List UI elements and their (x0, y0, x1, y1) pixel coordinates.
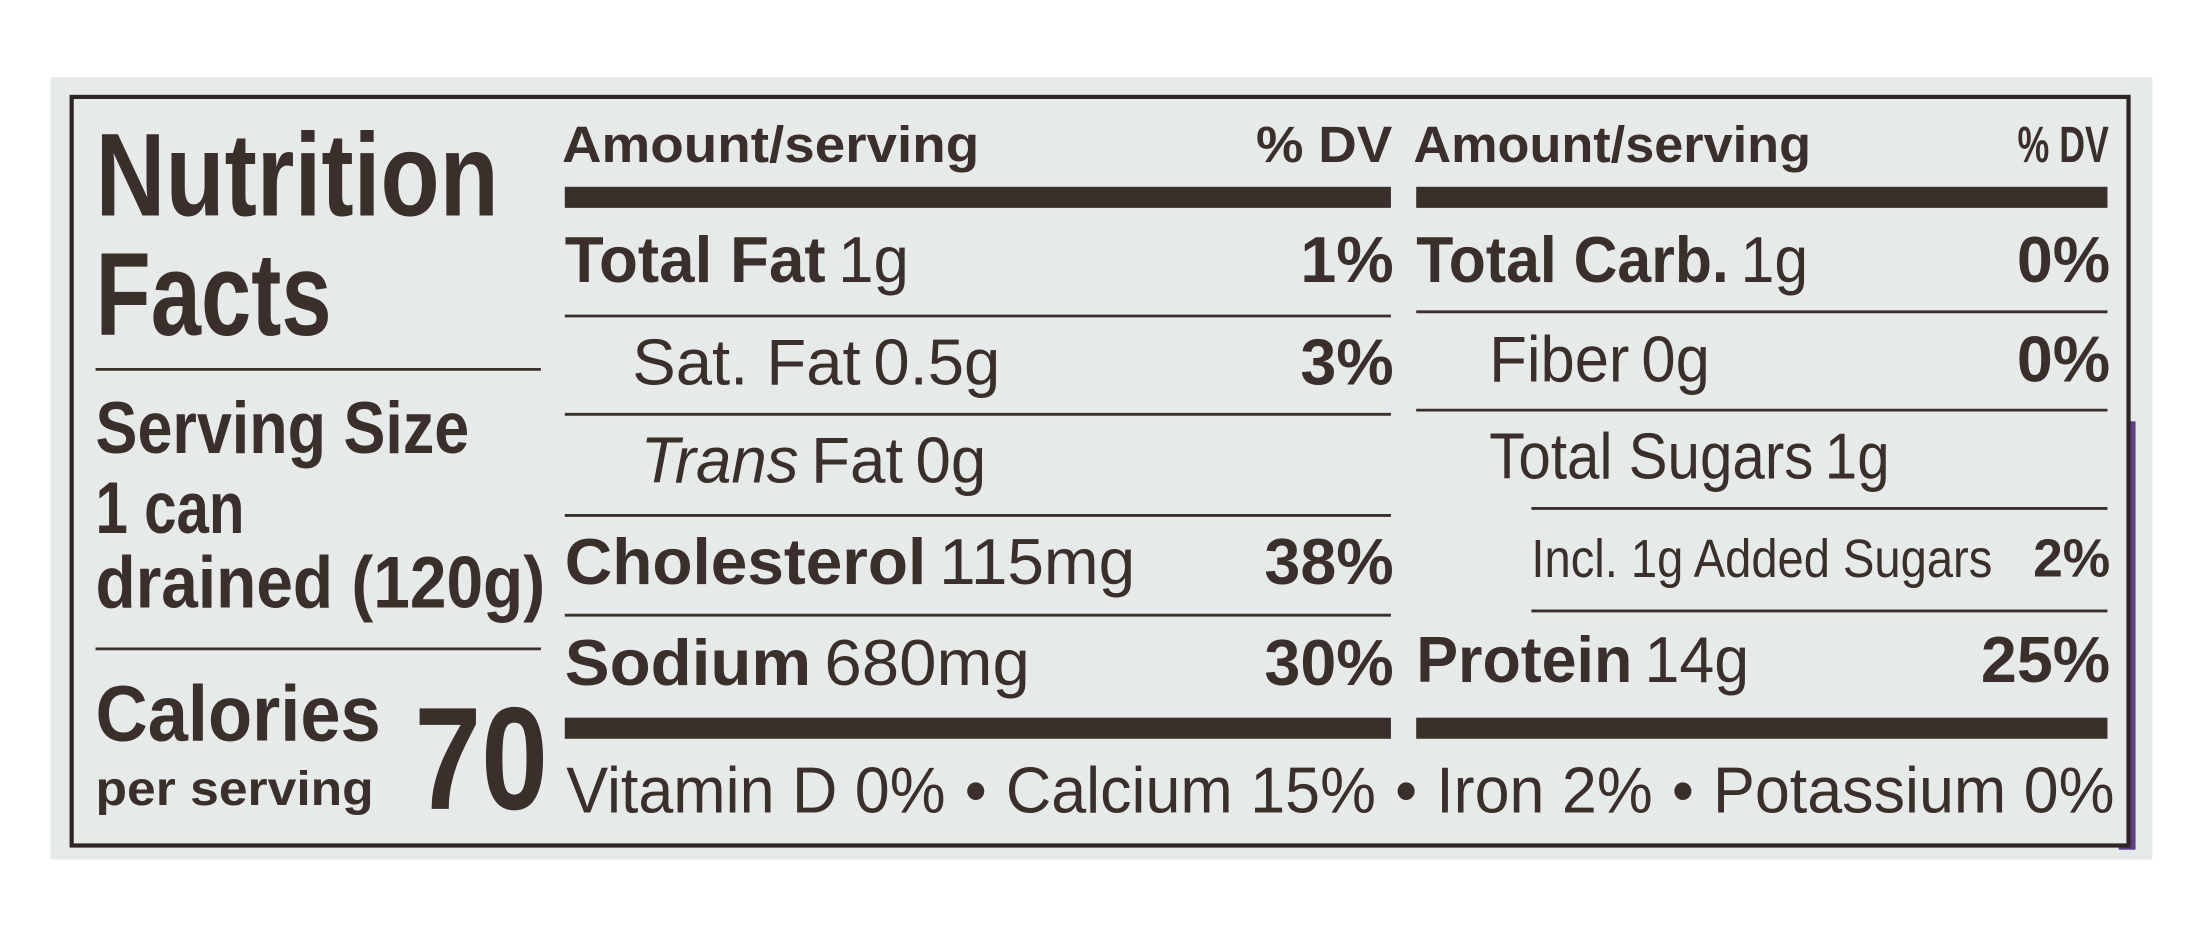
calories-sublabel: per serving (96, 763, 374, 816)
nutrient: Sodium 680mg (565, 627, 1030, 699)
thick-bar (564, 186, 1391, 208)
calories-value: 70 (414, 677, 547, 840)
nutrient: Incl. 1g Added Sugars (1531, 529, 1992, 588)
separator: • (1395, 755, 1417, 827)
vitamin: Iron 2% (1436, 755, 1653, 827)
daily-value: 30% (1264, 627, 1393, 699)
nutrient: Trans Fat 0g (641, 425, 987, 497)
daily-value: 2% (2033, 529, 2110, 588)
amount: 14g (1645, 624, 1750, 696)
dv-header: % DV (1256, 116, 1393, 173)
serving-size: 1 can (96, 468, 245, 549)
name: Sodium (565, 627, 811, 699)
name: Sat. Fat (632, 326, 860, 398)
thick-bar (1416, 186, 2108, 208)
daily-value: 0% (2017, 224, 2110, 296)
daily-value: 3% (1300, 326, 1393, 398)
daily-value: 38% (1264, 526, 1393, 598)
amount: 1g (838, 224, 909, 296)
separator: • (1672, 755, 1694, 827)
vitamin: Vitamin D 0% (566, 755, 945, 827)
amount: 1g (1741, 224, 1809, 296)
name: Total Sugars (1489, 420, 1813, 492)
amount: 0.5g (873, 326, 1000, 398)
amount: 0g (1641, 324, 1709, 396)
name: Total Carb. (1416, 224, 1729, 296)
separator: • (965, 755, 987, 827)
column-header: Amount/serving (1413, 116, 1811, 173)
title: Facts (96, 229, 332, 361)
nutrient: Cholesterol 115mg (565, 526, 1135, 598)
daily-value: 25% (1981, 624, 2110, 696)
calories-label: Calories (96, 669, 381, 757)
nutrient: Sat. Fat 0.5g (632, 326, 1000, 398)
nutrient: Total Carb.1g (1416, 224, 1808, 296)
amount: 115mg (939, 526, 1135, 598)
name: Protein (1416, 624, 1632, 696)
name: Incl. 1g Added Sugars (1531, 529, 1992, 588)
dv-header: % DV (2018, 116, 2110, 173)
nutrient: Protein 14g (1416, 624, 1749, 696)
name-italic: Trans (641, 425, 799, 497)
column-header: Amount/serving (562, 116, 979, 173)
daily-value: 0% (2017, 324, 2110, 396)
vitamin: Calcium 15% (1006, 755, 1376, 827)
nutrient: Total Sugars1g (1489, 420, 1889, 492)
amount: 1g (1825, 420, 1890, 492)
thick-bar (1416, 717, 2108, 739)
name: Total Fat (565, 224, 826, 296)
vitamins: Vitamin D 0% • Calcium 15% • Iron 2% • Potassi… (566, 755, 2114, 827)
vitamin: Potassium 0% (1713, 755, 2115, 827)
name: Cholesterol (565, 526, 926, 598)
amount: 0g (915, 425, 986, 497)
name: Fat (811, 425, 903, 497)
nutrient: Fiber 0g (1489, 324, 1710, 396)
amount: 680mg (824, 627, 1029, 699)
title: Nutrition (96, 110, 499, 242)
name: Fiber (1489, 324, 1629, 396)
daily-value: 1% (1300, 224, 1393, 296)
serving-size-label: Serving Size (96, 388, 470, 469)
thick-bar (564, 717, 1391, 739)
serving-size: drained (120g) (96, 542, 546, 623)
nutrient: Total Fat 1g (565, 224, 909, 296)
